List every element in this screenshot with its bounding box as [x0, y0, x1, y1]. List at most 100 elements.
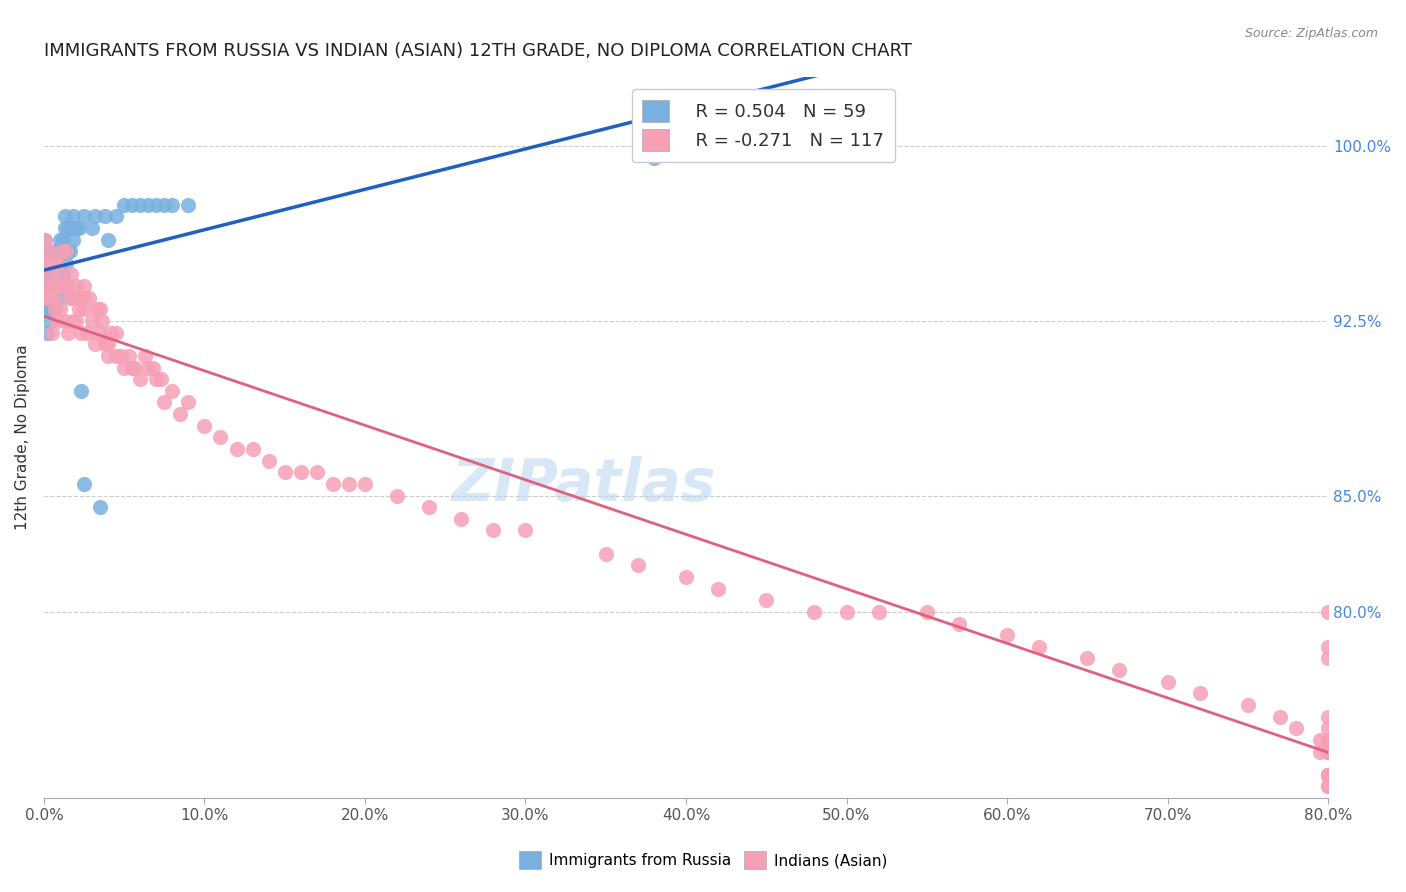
Point — [1188, 686, 1211, 700]
Point — [67, 302, 90, 317]
Point — [35, 256, 58, 270]
Text: 0.504: 0.504 — [731, 92, 787, 110]
Point — [273, 465, 295, 479]
Point — [46, 279, 69, 293]
Point — [136, 360, 159, 375]
Text: IMMIGRANTS FROM RUSSIA VS INDIAN (ASIAN) 12TH GRADE, NO DIPLOMA CORRELATION CHAR: IMMIGRANTS FROM RUSSIA VS INDIAN (ASIAN)… — [44, 42, 912, 60]
Point — [63, 220, 86, 235]
Point — [948, 616, 970, 631]
Point — [49, 233, 72, 247]
Point — [52, 268, 75, 282]
Point — [49, 244, 72, 259]
Point — [1317, 651, 1340, 665]
Point — [177, 395, 200, 409]
Point — [53, 220, 76, 235]
Point — [69, 384, 91, 398]
Point — [915, 605, 938, 619]
Point — [62, 314, 84, 328]
Point — [34, 256, 56, 270]
Point — [450, 512, 472, 526]
Point — [73, 279, 96, 293]
Point — [755, 593, 778, 607]
Point — [1317, 721, 1340, 735]
Point — [80, 314, 103, 328]
Point — [1317, 745, 1340, 759]
Point — [58, 244, 80, 259]
Point — [45, 314, 67, 328]
Point — [53, 209, 76, 223]
Point — [77, 291, 100, 305]
Point — [995, 628, 1018, 642]
Point — [290, 465, 312, 479]
Point — [60, 220, 83, 235]
Point — [100, 326, 122, 340]
Point — [58, 220, 80, 235]
Point — [94, 337, 117, 351]
Point — [45, 268, 67, 282]
Point — [145, 197, 167, 211]
Point — [136, 197, 159, 211]
Point — [35, 279, 58, 293]
Point — [337, 476, 360, 491]
Point — [121, 197, 143, 211]
Point — [1317, 745, 1340, 759]
Point — [39, 268, 62, 282]
Point — [38, 291, 60, 305]
Point — [56, 279, 79, 293]
Point — [1317, 768, 1340, 782]
Point — [105, 326, 128, 340]
Text: 117: 117 — [851, 118, 889, 136]
Point — [193, 418, 215, 433]
Point — [53, 279, 76, 293]
Text: -0.271: -0.271 — [731, 118, 796, 136]
Point — [44, 244, 66, 259]
Point — [49, 268, 72, 282]
Point — [80, 220, 103, 235]
Point — [41, 302, 63, 317]
Text: ZIPatlas: ZIPatlas — [451, 456, 716, 513]
Point — [65, 314, 87, 328]
Point — [32, 256, 55, 270]
Point — [707, 582, 730, 596]
Text: N =: N = — [817, 118, 858, 136]
Point — [1317, 768, 1340, 782]
Point — [675, 570, 697, 584]
Point — [67, 291, 90, 305]
Point — [643, 151, 665, 165]
Point — [94, 209, 117, 223]
Point — [34, 233, 56, 247]
Text: Source: ZipAtlas.com: Source: ZipAtlas.com — [1244, 27, 1378, 40]
Point — [354, 476, 377, 491]
Point — [44, 279, 66, 293]
Point — [1317, 732, 1340, 747]
Point — [32, 291, 55, 305]
Point — [129, 197, 152, 211]
Point — [418, 500, 440, 515]
Point — [97, 337, 120, 351]
Point — [32, 244, 55, 259]
Text: R =: R = — [692, 118, 731, 136]
Point — [385, 489, 408, 503]
Point — [145, 372, 167, 386]
Point — [89, 302, 111, 317]
Point — [515, 524, 537, 538]
Point — [39, 279, 62, 293]
Point — [38, 302, 60, 317]
Point — [84, 337, 107, 351]
Point — [1317, 780, 1340, 794]
Point — [90, 314, 112, 328]
Point — [41, 279, 63, 293]
Point — [38, 256, 60, 270]
Point — [45, 256, 67, 270]
Point — [803, 605, 825, 619]
Point — [56, 220, 79, 235]
Point — [53, 244, 76, 259]
Point — [595, 547, 617, 561]
Legend:   R = 0.504   N = 59,   R = -0.271   N = 117: R = 0.504 N = 59, R = -0.271 N = 117 — [631, 89, 894, 162]
Point — [42, 279, 65, 293]
Point — [129, 372, 152, 386]
Point — [73, 302, 96, 317]
Point — [1317, 605, 1340, 619]
Point — [209, 430, 232, 444]
Point — [76, 326, 98, 340]
